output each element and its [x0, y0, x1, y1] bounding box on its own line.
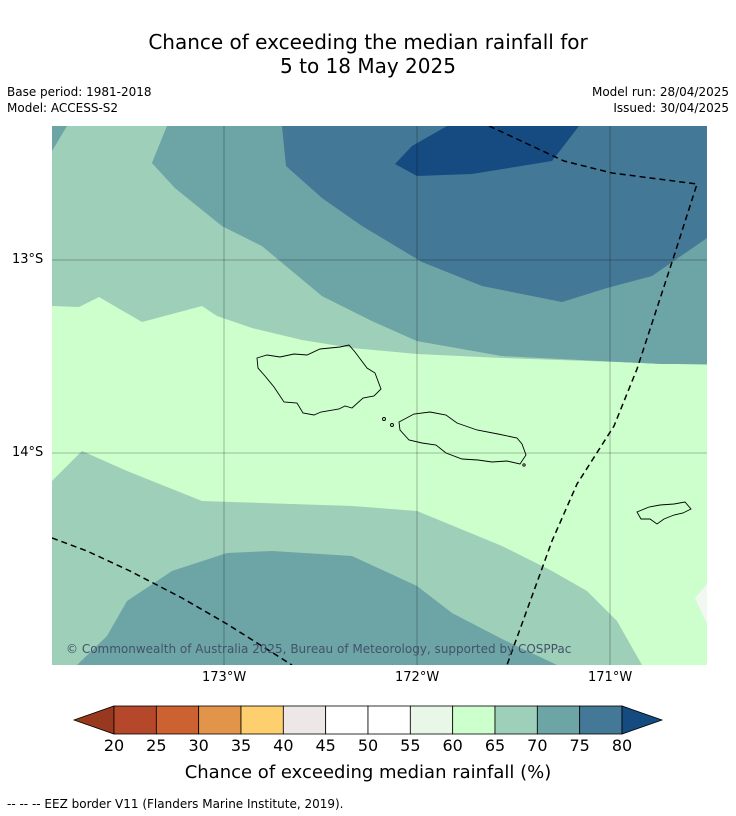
colorbar-tick-label: 20 [103, 736, 125, 755]
lon-label-173w: 173°W [202, 670, 247, 685]
eez-legend-footer: -- -- -- EEZ border V11 (Flanders Marine… [7, 797, 344, 811]
colorbar-segment [452, 705, 496, 735]
colorbar-tick-label: 80 [611, 736, 633, 755]
title-line-2: 5 to 18 May 2025 [280, 54, 456, 78]
title-line-1: Chance of exceeding the median rainfall … [148, 30, 588, 54]
band-over-80 [395, 126, 579, 176]
colorbar-segment [494, 705, 538, 735]
colorbar-tick-label: 65 [484, 736, 506, 755]
colorbar-segment [155, 705, 200, 735]
tutuila-island [636, 501, 692, 525]
colorbar-tick-label: 30 [188, 736, 209, 755]
colorbar-tick-label: 75 [569, 736, 590, 755]
colorbar-segment [325, 705, 369, 735]
islet [382, 417, 386, 421]
lon-label-172w: 172°W [395, 670, 440, 685]
colorbar-tick-label: 40 [273, 736, 294, 755]
gridlines [52, 126, 707, 665]
colorbar-segment [240, 705, 284, 735]
issued-date: Issued: 30/04/2025 [613, 101, 729, 115]
colorbar-segment [409, 705, 454, 735]
colorbar-tick-label: 55 [400, 736, 421, 755]
colorbar-under-arrow [72, 705, 115, 735]
model-name: Model: ACCESS-S2 [7, 101, 119, 115]
rainfall-map: © Commonwealth of Australia 2025, Bureau… [52, 126, 707, 665]
lat-label-13s: 13°S [12, 252, 44, 267]
upolu-island [398, 411, 527, 465]
colorbar-segment [579, 705, 623, 735]
lat-label-14s: 14°S [12, 445, 44, 460]
colorbar-segment [282, 705, 327, 735]
colorbar [72, 705, 664, 735]
colorbar-over-arrow [621, 705, 664, 735]
band-low-patch [695, 584, 707, 624]
colorbar-tick-label: 35 [230, 736, 252, 755]
model-run: Model run: 28/04/2025 [591, 85, 729, 99]
eez-border [52, 126, 698, 665]
colorbar-segment [536, 705, 581, 735]
colorbar-segment [113, 705, 157, 735]
band-70-75-south [77, 551, 557, 665]
colorbar-tick-label: 60 [442, 736, 463, 755]
savaii-island [256, 344, 382, 416]
meta-right: Model run: 28/04/2025 Issued: 30/04/2025 [592, 84, 729, 116]
islet [522, 463, 526, 467]
base-period: Base period: 1981-2018 [7, 85, 152, 99]
map-title: Chance of exceeding the median rainfall … [0, 30, 736, 78]
colorbar-tick-label: 50 [357, 736, 379, 755]
copyright-notice: © Commonwealth of Australia 2025, Bureau… [66, 642, 571, 656]
colorbar-tick-label: 45 [315, 736, 336, 755]
coastlines [256, 344, 692, 525]
colorbar-title: Chance of exceeding median rainfall (%) [184, 762, 552, 783]
meta-left: Base period: 1981-2018 Model: ACCESS-S2 [7, 84, 152, 116]
colorbar-tick-label: 25 [146, 736, 167, 755]
colorbar-segment [198, 705, 242, 735]
colorbar-tick-label: 70 [527, 736, 548, 755]
lon-label-171w: 171°W [588, 670, 633, 685]
colorbar-segment [367, 705, 411, 735]
islet [390, 423, 394, 427]
